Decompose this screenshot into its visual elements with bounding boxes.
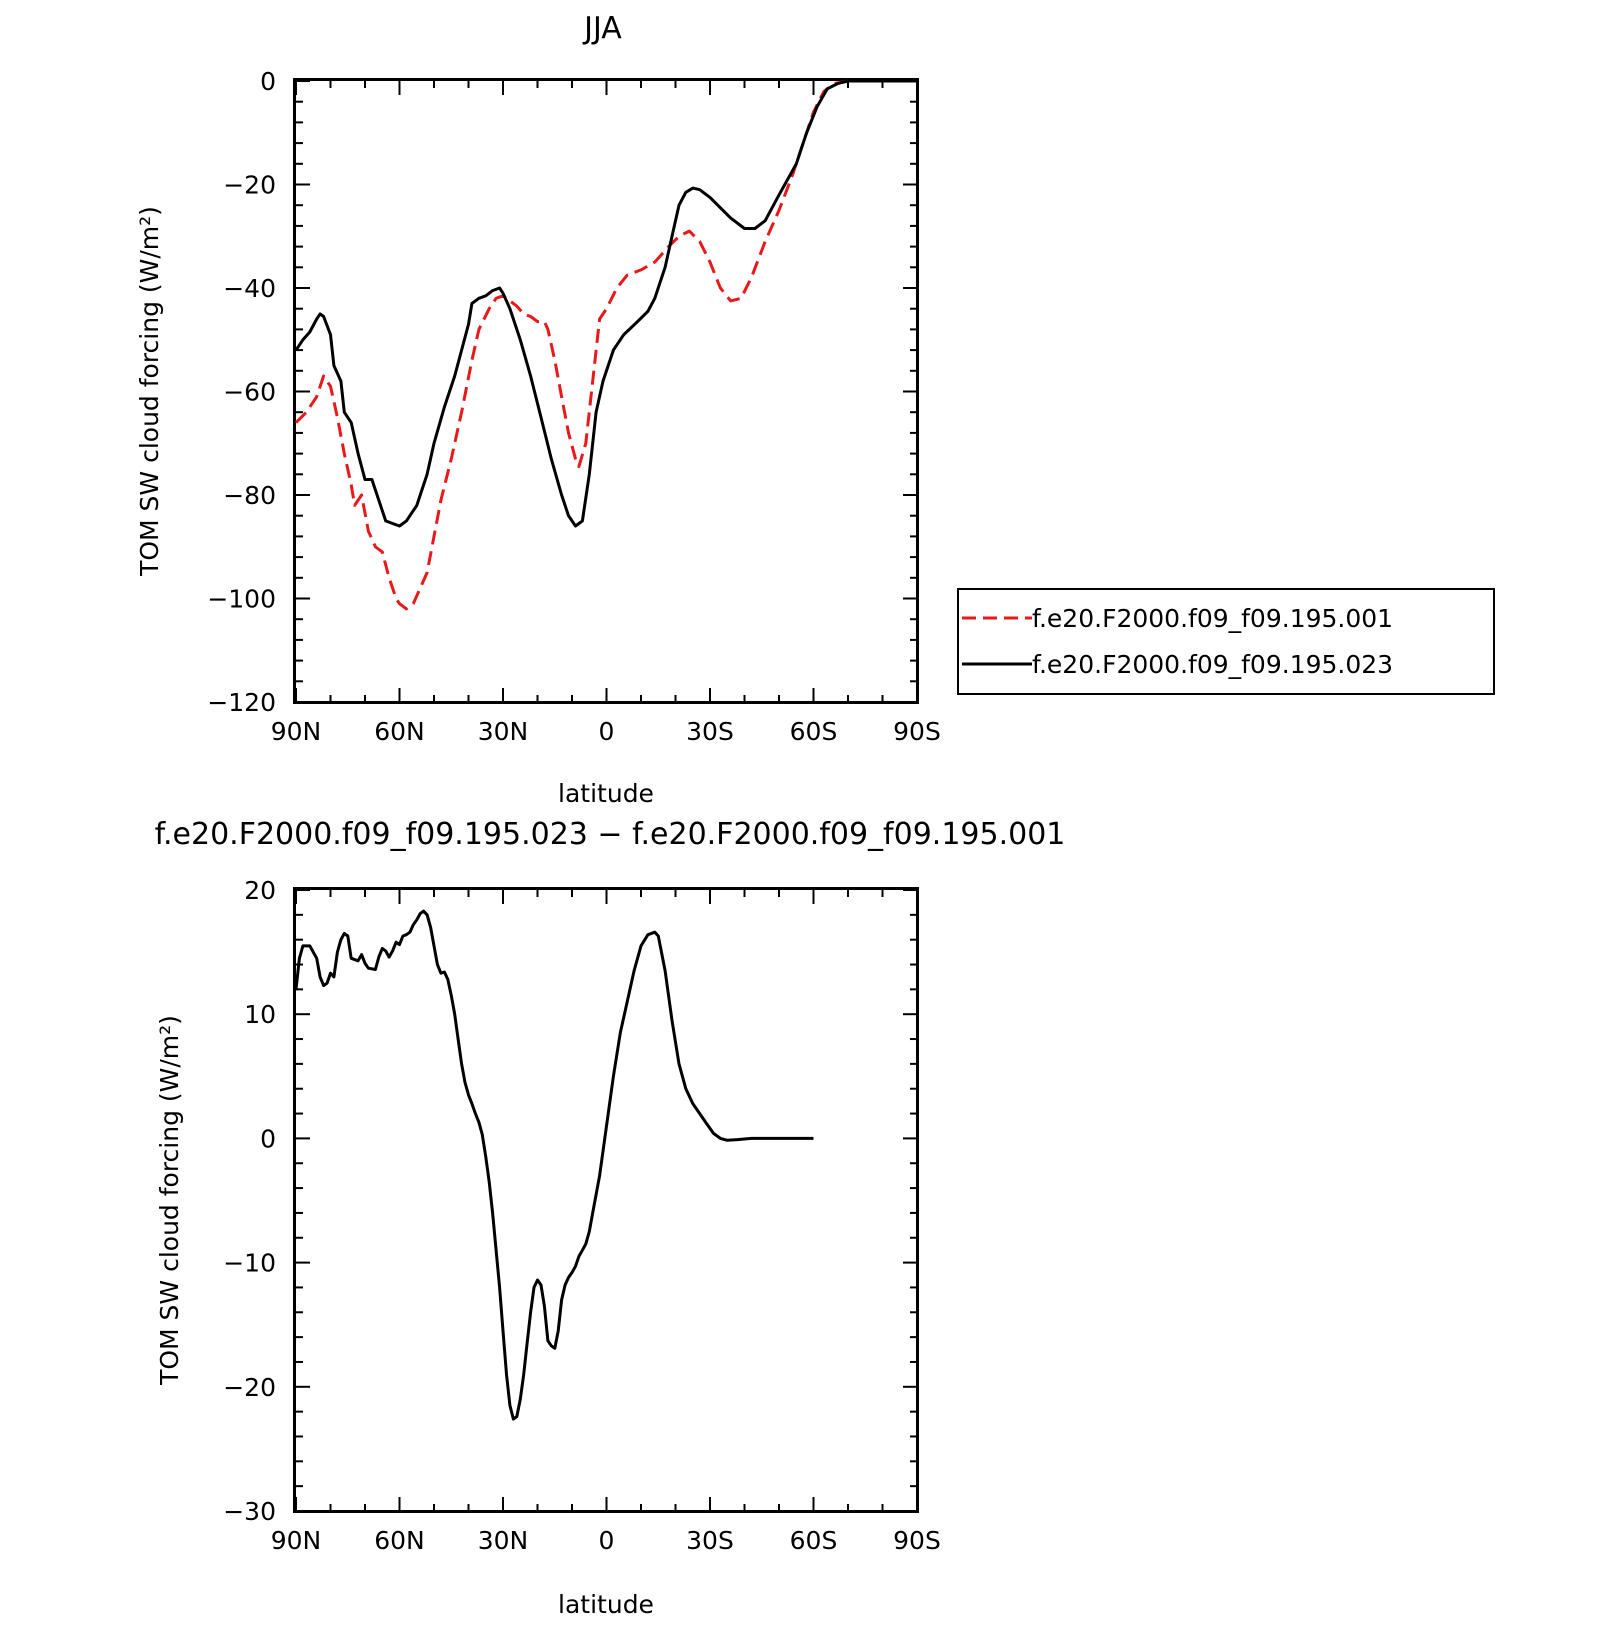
legend-label-series-2: f.e20.F2000.f09_f09.195.023 — [1032, 650, 1393, 679]
y-tick-label-2: −40 — [223, 274, 276, 303]
y-tick-label-1: 10 — [244, 1000, 276, 1029]
y-tick-label-5: −100 — [207, 585, 276, 614]
y-tick-label-4: −20 — [223, 1373, 276, 1402]
top-axis-ticks — [295, 80, 918, 703]
bottom-series-lines — [294, 909, 814, 1421]
y-tick-label-4: −80 — [223, 481, 276, 510]
x-tick-label-5: 60S — [790, 717, 838, 746]
x-tick-label-5: 60S — [790, 1526, 838, 1555]
legend-box — [957, 588, 1495, 695]
bottom-y-tick-labels: 20 10 0 −10 −20 −30 — [223, 876, 276, 1526]
x-tick-label-1: 60N — [374, 717, 425, 746]
bottom-x-axis-title: latitude — [558, 1590, 654, 1619]
legend: f.e20.F2000.f09_f09.195.001 f.e20.F2000.… — [957, 588, 1495, 695]
y-tick-label-3: −10 — [223, 1249, 276, 1278]
x-tick-label-2: 30N — [478, 717, 529, 746]
x-tick-label-4: 30S — [686, 717, 734, 746]
series-line-2 — [294, 79, 917, 528]
bottom-axis-ticks — [295, 889, 918, 1512]
y-tick-label-5: −30 — [223, 1497, 276, 1526]
bottom-panel: f.e20.F2000.f09_f09.195.023 − f.e20.F200… — [155, 817, 1066, 1619]
x-tick-label-3: 0 — [599, 1526, 615, 1555]
x-tick-label-0: 90N — [271, 1526, 322, 1555]
series-line-1 — [294, 909, 814, 1421]
x-tick-label-3: 0 — [599, 717, 615, 746]
y-tick-label-3: −60 — [223, 378, 276, 407]
y-tick-label-1: −20 — [223, 171, 276, 200]
bottom-y-axis-title: TOM SW cloud forcing (W/m²) — [155, 1015, 184, 1386]
y-tick-label-0: 0 — [260, 67, 276, 96]
top-y-tick-labels: 0 −20 −40 −60 −80 −100 −120 — [207, 67, 276, 717]
top-panel-title: JJA — [582, 11, 622, 46]
top-x-axis-title: latitude — [558, 779, 654, 808]
y-tick-label-2: 0 — [260, 1124, 276, 1153]
series-line-1 — [294, 79, 917, 611]
x-tick-label-0: 90N — [271, 717, 322, 746]
x-tick-label-4: 30S — [686, 1526, 734, 1555]
top-x-tick-labels: 90N 60N 30N 0 30S 60S 90S — [271, 717, 941, 746]
bottom-plot-frame — [293, 887, 919, 1513]
top-series-lines — [294, 79, 917, 611]
y-tick-label-6: −120 — [207, 688, 276, 717]
y-tick-label-0: 20 — [244, 876, 276, 905]
bottom-panel-title: f.e20.F2000.f09_f09.195.023 − f.e20.F200… — [155, 817, 1066, 852]
x-tick-label-1: 60N — [374, 1526, 425, 1555]
bottom-x-tick-labels: 90N 60N 30N 0 30S 60S 90S — [271, 1526, 941, 1555]
top-panel: JJA 90N 60N 30N 0 30S 60S 90S 0 −20 −40 −60 −80 −10… — [135, 11, 1495, 808]
x-tick-label-6: 90S — [893, 717, 941, 746]
x-tick-label-2: 30N — [478, 1526, 529, 1555]
legend-label-series-1: f.e20.F2000.f09_f09.195.001 — [1032, 604, 1393, 633]
top-plot-frame — [293, 78, 919, 704]
top-y-axis-title: TOM SW cloud forcing (W/m²) — [135, 206, 164, 577]
x-tick-label-6: 90S — [893, 1526, 941, 1555]
